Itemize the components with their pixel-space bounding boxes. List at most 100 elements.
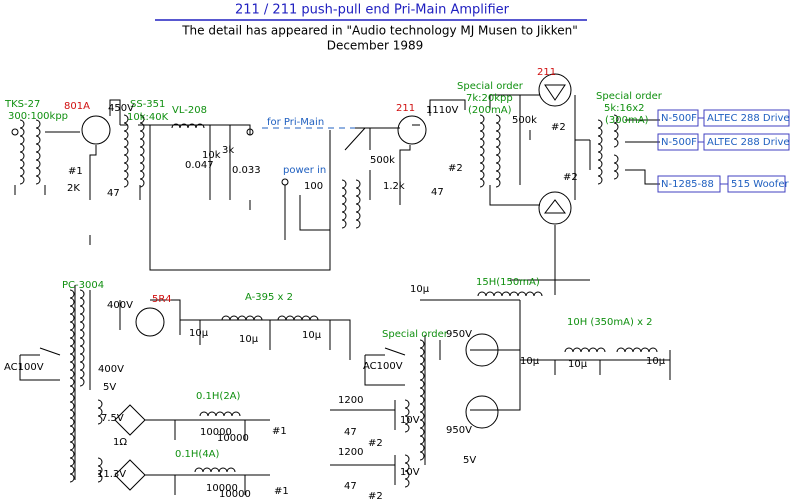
component-label: 1200 bbox=[338, 447, 363, 458]
component-label: 10µ bbox=[520, 356, 540, 367]
component-label: 47 bbox=[107, 188, 120, 199]
component-label: 100 bbox=[304, 181, 323, 192]
component-label: 47 bbox=[431, 187, 444, 198]
component-label: 10µ bbox=[568, 359, 588, 370]
component-label: 10000 bbox=[217, 433, 249, 444]
component-label: Special order bbox=[457, 81, 524, 92]
coil bbox=[477, 291, 543, 297]
component-label: ALTEC 288 Driver bbox=[707, 113, 790, 124]
component-label: 950V bbox=[446, 329, 472, 340]
component-label: 515 Woofer bbox=[731, 179, 789, 190]
coil bbox=[139, 114, 145, 188]
title: 211 / 211 push-pull end Pri-Main Amplifi… bbox=[235, 3, 510, 18]
coil bbox=[221, 315, 263, 321]
component-label: 7.5V bbox=[101, 413, 124, 424]
component-label: 5V bbox=[463, 455, 476, 466]
component-label: (300mA) bbox=[605, 115, 649, 126]
component-label: 10000 bbox=[219, 489, 251, 500]
wiring bbox=[11, 73, 671, 495]
component-label: ALTEC 288 Driver bbox=[707, 137, 790, 148]
coil bbox=[613, 154, 619, 180]
component-label: 500k bbox=[512, 115, 537, 126]
component-label: 10000 bbox=[200, 427, 232, 438]
component-label: 1Ω bbox=[113, 437, 127, 448]
component-label: AC100V bbox=[4, 362, 44, 373]
component-label: 10µ bbox=[189, 328, 209, 339]
component-label: 10000 bbox=[206, 483, 238, 494]
subtitle: The detail has appeared in "Audio techno… bbox=[181, 24, 578, 38]
coil bbox=[19, 119, 25, 185]
component-label: Special order bbox=[382, 329, 449, 340]
component-label: 1110V bbox=[426, 105, 458, 116]
component-label: #2 bbox=[551, 122, 566, 133]
component-label: #2 bbox=[563, 172, 578, 183]
component-label: for Pri-Main bbox=[267, 117, 324, 128]
component-label: 0.047 bbox=[185, 160, 214, 171]
coil bbox=[69, 289, 75, 483]
coil bbox=[97, 399, 103, 425]
coil bbox=[35, 119, 41, 185]
component-label: 3k bbox=[222, 145, 234, 156]
component-label: 0.1H(2A) bbox=[196, 391, 241, 402]
component-label: 0.1H(4A) bbox=[175, 449, 220, 460]
component-label: #1 bbox=[272, 426, 287, 437]
coil bbox=[277, 315, 319, 321]
component-label: A-395 x 2 bbox=[245, 292, 293, 303]
component-label: 211 bbox=[396, 103, 415, 114]
coil bbox=[564, 347, 606, 353]
component-label: 7k:20kpp bbox=[466, 93, 513, 104]
component-label: 950V bbox=[446, 425, 472, 436]
coil bbox=[613, 114, 619, 148]
output-boxes bbox=[657, 109, 790, 193]
coil bbox=[597, 119, 603, 185]
coil bbox=[199, 411, 241, 417]
component-label: N-1285-88 bbox=[661, 179, 714, 190]
component-label: 1200 bbox=[338, 395, 363, 406]
component-label: 5V bbox=[103, 382, 116, 393]
component-label: 47 bbox=[344, 427, 357, 438]
component-label: 300:100kpp bbox=[8, 111, 68, 122]
component-label: N-500F bbox=[661, 113, 697, 124]
coil bbox=[171, 123, 205, 129]
coil bbox=[123, 114, 129, 188]
component-label: VL-208 bbox=[172, 105, 207, 116]
component-label: 10V bbox=[400, 415, 420, 426]
coil bbox=[79, 289, 85, 387]
component-label: 5k:16x2 bbox=[604, 103, 645, 114]
component-label: (200mA) bbox=[468, 105, 512, 116]
component-label: 10µ bbox=[646, 356, 666, 367]
component-label: 10V bbox=[400, 467, 420, 478]
component-label: 1.2k bbox=[383, 181, 405, 192]
coil bbox=[97, 457, 103, 483]
coil bbox=[479, 114, 485, 188]
coil bbox=[194, 467, 236, 473]
coil bbox=[404, 454, 410, 488]
component-label: 10µ bbox=[239, 334, 259, 345]
component-label: 10k bbox=[202, 150, 221, 161]
component-label: 5R4 bbox=[152, 294, 172, 305]
component-label: 211 bbox=[537, 67, 556, 78]
component-label: PC-3004 bbox=[62, 280, 104, 291]
date: December 1989 bbox=[327, 39, 424, 53]
coil bbox=[419, 339, 425, 461]
component-label: 0.033 bbox=[232, 165, 261, 176]
component-label: TKS-27 bbox=[4, 99, 40, 110]
component-label: N-500F bbox=[661, 137, 697, 148]
component-label: 11.3V bbox=[97, 469, 126, 480]
component-label: 15H(150mA) bbox=[476, 277, 540, 288]
coil bbox=[616, 347, 658, 353]
component-label: 400V bbox=[107, 300, 133, 311]
component-label: #2 bbox=[448, 163, 463, 174]
component-label: 400V bbox=[98, 364, 124, 375]
component-label: #1 bbox=[274, 486, 289, 497]
component-label: 10H (350mA) x 2 bbox=[567, 317, 653, 328]
component-label: 801A bbox=[64, 101, 90, 112]
component-label: 47 bbox=[344, 481, 357, 492]
component-label: #2 bbox=[368, 438, 383, 449]
component-label: 2K bbox=[67, 183, 80, 194]
component-label: 10µ bbox=[302, 330, 322, 341]
coil bbox=[341, 179, 347, 229]
component-label: #1 bbox=[68, 166, 83, 177]
coil bbox=[495, 114, 501, 188]
